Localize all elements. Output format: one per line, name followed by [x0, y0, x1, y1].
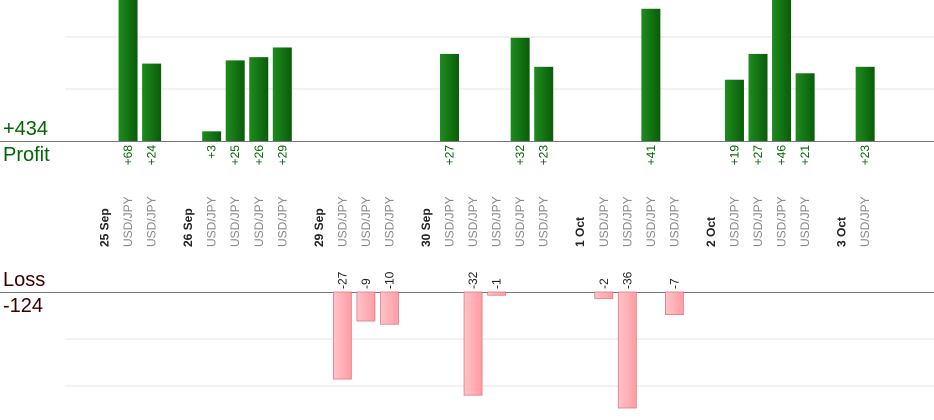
- pair-label: USD/JPY: [466, 196, 480, 247]
- profit-value-label: +68: [121, 145, 135, 166]
- profit-bar: [748, 53, 768, 141]
- pair-label: USD/JPY: [335, 196, 349, 247]
- pair-label: USD/JPY: [252, 196, 266, 247]
- day-label: 26 Sep: [181, 208, 195, 247]
- profit-value-label: +27: [443, 145, 457, 166]
- day-label: 29 Sep: [312, 208, 326, 247]
- pair-label: USD/JPY: [382, 196, 396, 247]
- loss-bar: [356, 291, 376, 322]
- loss-value-label: -7: [667, 278, 681, 289]
- profit-bar: [724, 79, 744, 141]
- day-label: 30 Sep: [419, 208, 433, 247]
- profit-value-label: +26: [252, 145, 266, 166]
- loss-value-label: -10: [382, 271, 396, 289]
- loss-bar: [594, 291, 614, 299]
- profit-bar: [142, 63, 162, 141]
- profit-value-label: +23: [537, 145, 551, 166]
- profit-bar: [534, 66, 554, 141]
- pair-label: USD/JPY: [228, 196, 242, 247]
- pair-label: USD/JPY: [798, 196, 812, 247]
- profit-value-label: +19: [727, 145, 741, 166]
- profit-bar: [855, 66, 875, 141]
- profit-value-label: +27: [751, 145, 765, 166]
- pair-label: USD/JPY: [620, 196, 634, 247]
- loss-bar: [617, 291, 637, 409]
- pair-label: USD/JPY: [775, 196, 789, 247]
- loss-value-label: -36: [620, 271, 634, 289]
- pair-label: USD/JPY: [597, 196, 611, 247]
- labels-layer: 25 Sep USD/JPY +68 USD/JPY +24 26 Sep USD/JPY +…: [98, 145, 873, 289]
- profit-bar: [225, 60, 245, 141]
- day-label: 2 Oct: [704, 217, 718, 247]
- total-profit: +434: [3, 118, 49, 140]
- loss-value-label: -32: [466, 271, 480, 289]
- profit-value-label: +3: [205, 145, 219, 159]
- profit-value-label: +41: [644, 145, 658, 166]
- loss-value-label: -1: [490, 278, 504, 289]
- loss-bar: [665, 291, 684, 315]
- profit-bar: [249, 57, 269, 141]
- pair-label: USD/JPY: [443, 196, 457, 247]
- pair-label: USD/JPY: [513, 196, 527, 247]
- day-label: 1 Oct: [573, 217, 587, 247]
- profit-label: Profit: [3, 144, 50, 166]
- pair-label: USD/JPY: [644, 196, 658, 247]
- loss-value-label: -2: [597, 278, 611, 289]
- loss-bar: [463, 291, 483, 396]
- profit-value-label: +29: [275, 145, 289, 166]
- pair-label: USD/JPY: [145, 196, 159, 247]
- profit-value-label: +46: [775, 145, 789, 166]
- profit-value-label: +23: [858, 145, 872, 166]
- pair-label: USD/JPY: [537, 196, 551, 247]
- profit-bar: [272, 47, 292, 141]
- pair-label: USD/JPY: [275, 196, 289, 247]
- pair-label: USD/JPY: [727, 196, 741, 247]
- pair-label: USD/JPY: [667, 196, 681, 247]
- profit-bar: [772, 0, 792, 141]
- profit-value-label: +24: [145, 145, 159, 166]
- profit-value-label: +21: [798, 145, 812, 166]
- pair-label: USD/JPY: [359, 196, 373, 247]
- loss-bar: [380, 291, 399, 325]
- profit-bar: [641, 8, 661, 142]
- loss-bar: [332, 291, 352, 380]
- profit-bar: [202, 131, 222, 141]
- pair-label: USD/JPY: [490, 196, 504, 247]
- profit-bar: [440, 53, 460, 141]
- profit-bar: [118, 0, 138, 141]
- loss-bar: [487, 291, 507, 296]
- profit-bar: [510, 37, 530, 141]
- loss-value-label: -9: [359, 278, 373, 289]
- profit-value-label: +32: [513, 145, 527, 166]
- pair-label: USD/JPY: [121, 196, 135, 247]
- total-loss: -124: [3, 295, 44, 317]
- loss-value-label: -27: [335, 271, 349, 289]
- pair-label: USD/JPY: [858, 196, 872, 247]
- bars-layer: [118, 0, 875, 409]
- profit-bar: [795, 73, 815, 141]
- day-label: 25 Sep: [98, 208, 112, 247]
- loss-label: Loss: [3, 269, 46, 291]
- pair-label: USD/JPY: [205, 196, 219, 247]
- day-label: 3 Oct: [835, 217, 849, 247]
- pair-label: USD/JPY: [751, 196, 765, 247]
- profit-value-label: +25: [228, 145, 242, 166]
